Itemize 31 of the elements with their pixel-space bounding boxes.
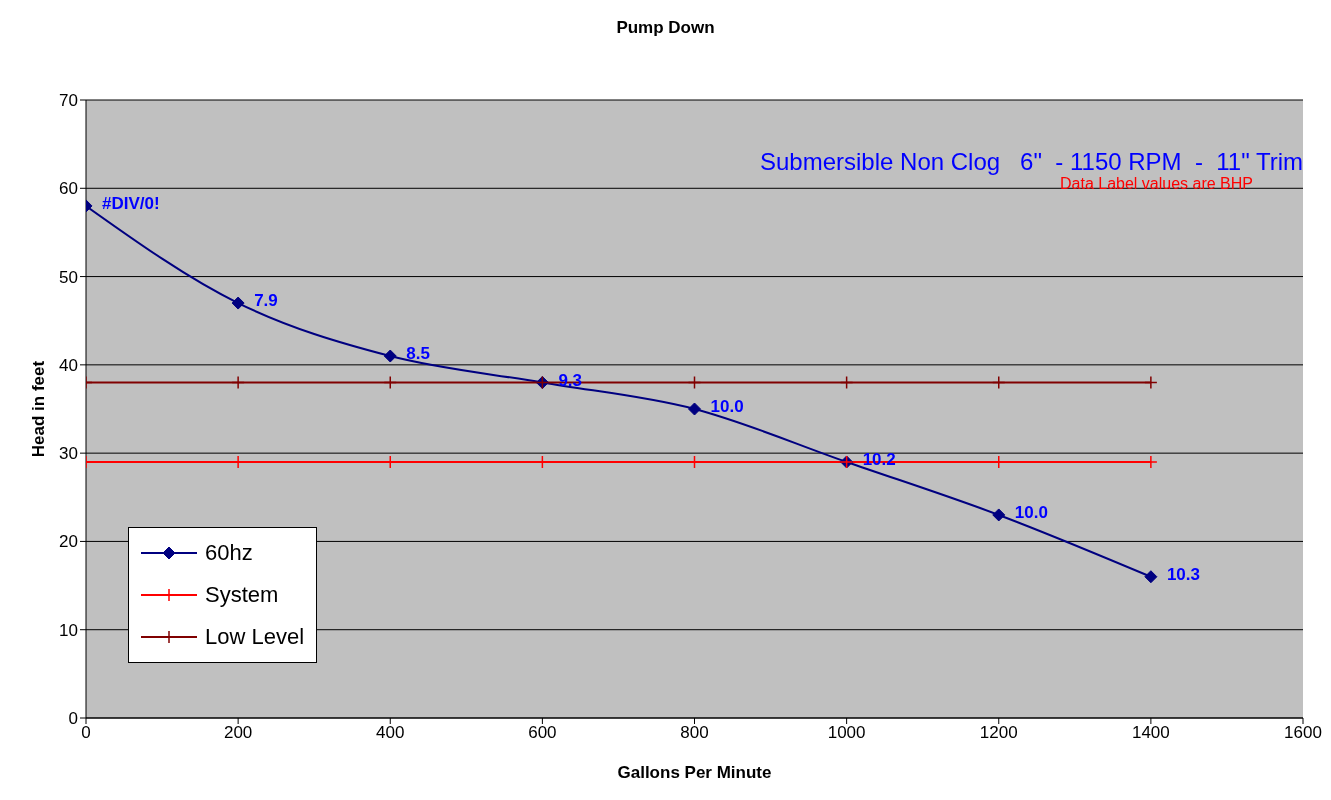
y-tick-label: 0 <box>68 709 78 729</box>
x-tick-label: 600 <box>528 723 557 743</box>
y-tick-label: 20 <box>59 532 78 552</box>
annotation: 10.0 <box>1014 502 1048 522</box>
x-axis-title: Gallons Per Minute <box>617 763 772 782</box>
y-tick-label: 70 <box>59 91 78 111</box>
annotation: 8.5 <box>406 344 430 364</box>
x-tick-label: 1400 <box>1131 723 1170 743</box>
annotation: #DIV/0! <box>102 193 160 213</box>
y-tick-label: 60 <box>59 179 78 199</box>
legend-label: Low Level <box>205 624 305 650</box>
x-tick-label: 1000 <box>827 723 866 743</box>
x-tick-label: 1600 <box>1284 723 1322 743</box>
annotation: 7.9 <box>254 291 278 311</box>
annotation: Submersible Non Clog 6" - 1150 RPM - 11" Trim <box>759 148 1303 176</box>
x-tick-label: 1200 <box>979 723 1018 743</box>
chart-title: Pump Down <box>615 18 716 38</box>
y-tick-label: 40 <box>59 355 78 375</box>
x-tick-label: 0 <box>81 723 91 743</box>
legend-label: System <box>205 582 279 608</box>
y-tick-label: 30 <box>59 444 78 464</box>
y-tick-label: 50 <box>59 267 78 287</box>
annotation: 10.0 <box>710 397 744 416</box>
legend-label: 60hz <box>205 540 253 566</box>
x-tick-label: 200 <box>223 723 253 743</box>
y-axis-title: Head in feet <box>29 360 49 458</box>
x-tick-label: 800 <box>680 723 709 743</box>
y-tick-label: 10 <box>59 620 78 640</box>
x-tick-label: 400 <box>376 723 405 743</box>
annotation: Data Label values are BHP <box>1060 175 1253 193</box>
annotation: 10.3 <box>1166 564 1200 584</box>
